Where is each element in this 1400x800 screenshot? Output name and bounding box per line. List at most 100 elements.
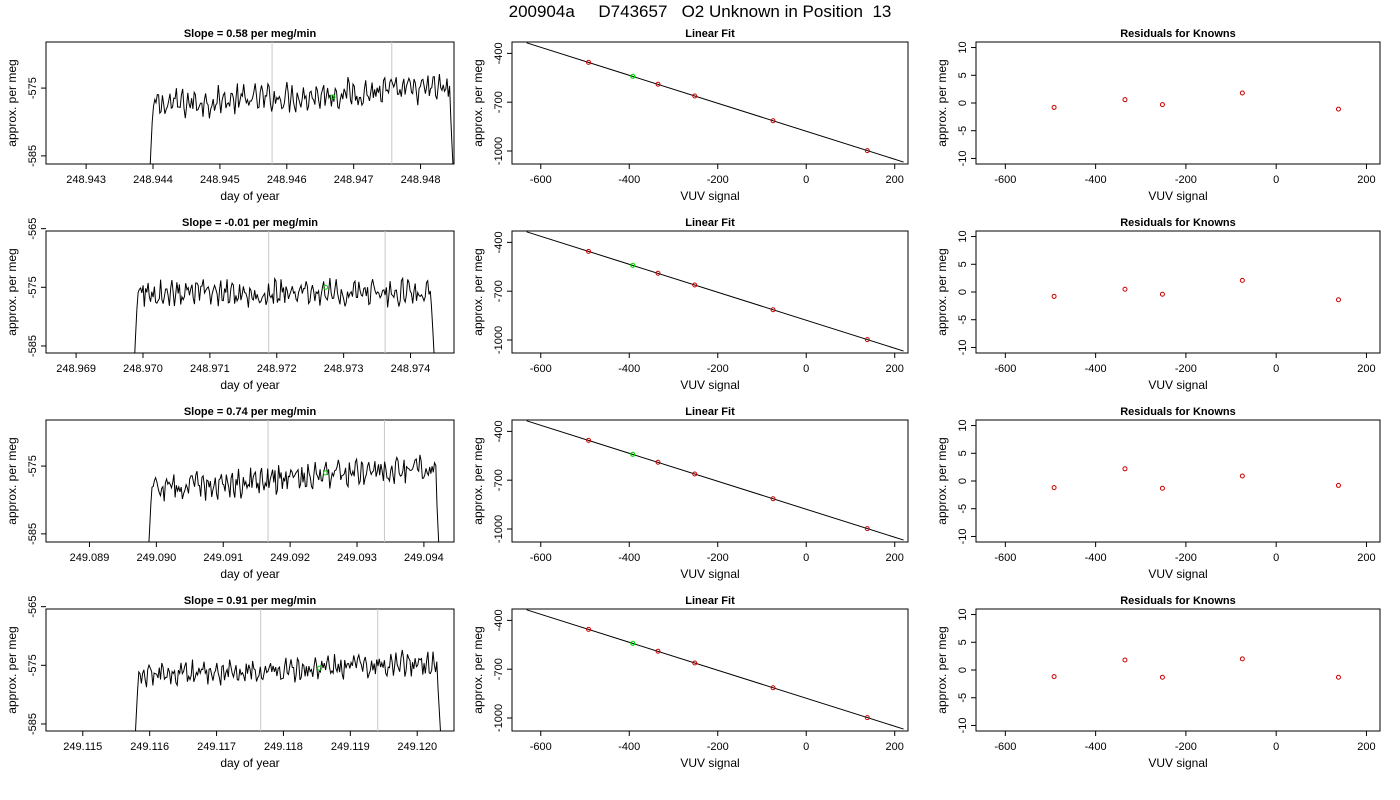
x-tick-label: 249.091 bbox=[203, 552, 243, 564]
trace-line bbox=[148, 454, 440, 542]
x-tick-label: -600 bbox=[994, 741, 1016, 753]
x-axis-label: day of year bbox=[220, 756, 279, 770]
fit-panel-1: Linear Fit -600 -400 -200 0 200 -400 -700 -1000 V… bbox=[471, 28, 909, 203]
x-tick-label: 200 bbox=[1357, 552, 1375, 564]
panel-title: Residuals for Knowns bbox=[1120, 406, 1236, 418]
known-point bbox=[692, 93, 698, 99]
x-tick-label: 0 bbox=[1273, 741, 1279, 753]
y-tick-label: -10 bbox=[957, 529, 969, 545]
x-tick-label: 249.116 bbox=[130, 741, 169, 753]
x-axis-label: VUV signal bbox=[1148, 189, 1207, 203]
y-tick-label: -565 bbox=[27, 218, 39, 240]
residual-point bbox=[1051, 104, 1057, 110]
y-tick-label: -1000 bbox=[493, 326, 505, 354]
x-tick-label: -400 bbox=[618, 552, 640, 564]
known-point bbox=[864, 337, 870, 343]
y-tick-label: 0 bbox=[957, 289, 969, 295]
known-point bbox=[586, 626, 592, 632]
residual-point bbox=[1335, 674, 1341, 680]
x-axis-label: day of year bbox=[220, 189, 279, 203]
x-tick-label: -400 bbox=[1085, 552, 1107, 564]
x-tick-label: 0 bbox=[1273, 363, 1279, 375]
trace-line bbox=[135, 649, 441, 731]
panel-title: Slope = 0.91 per meg/min bbox=[184, 595, 317, 607]
y-axis-label: approx. per meg bbox=[471, 626, 485, 713]
y-tick-label: -575 bbox=[27, 455, 39, 477]
residual-point bbox=[1122, 657, 1128, 663]
known-point bbox=[692, 660, 698, 666]
x-tick-label: -200 bbox=[1175, 741, 1197, 753]
y-axis-label: approx. per meg bbox=[471, 248, 485, 335]
y-tick-label: -585 bbox=[27, 523, 39, 545]
y-tick-label: -10 bbox=[957, 718, 969, 734]
x-tick-label: 248.947 bbox=[334, 174, 374, 186]
y-tick-label: -700 bbox=[493, 469, 505, 491]
y-tick-label: 0 bbox=[957, 667, 969, 673]
x-tick-label: -400 bbox=[1085, 174, 1107, 186]
known-point bbox=[655, 81, 661, 87]
x-axis-label: day of year bbox=[220, 567, 279, 581]
panel-title: Linear Fit bbox=[685, 406, 735, 418]
x-tick-label: 0 bbox=[1273, 174, 1279, 186]
x-tick-label: 200 bbox=[886, 174, 904, 186]
known-point bbox=[770, 496, 776, 502]
known-point bbox=[655, 270, 661, 276]
y-tick-label: -5 bbox=[957, 315, 969, 325]
x-axis-label: VUV signal bbox=[1148, 378, 1207, 392]
plot-frame bbox=[511, 230, 909, 354]
plot-frame bbox=[45, 41, 455, 165]
plot-area bbox=[1051, 466, 1341, 491]
panel-title: Linear Fit bbox=[685, 217, 735, 229]
y-tick-label: 10 bbox=[957, 608, 969, 620]
x-tick-label: 248.974 bbox=[391, 363, 431, 375]
y-tick-label: 10 bbox=[957, 230, 969, 242]
unknown-point bbox=[630, 451, 636, 457]
x-tick-label: 249.090 bbox=[136, 552, 176, 564]
x-tick-label: -200 bbox=[1175, 363, 1197, 375]
known-point bbox=[864, 526, 870, 532]
y-tick-label: -585 bbox=[27, 335, 39, 357]
residual-point bbox=[1239, 277, 1245, 283]
plot-frame bbox=[45, 419, 455, 543]
plot-area bbox=[149, 42, 454, 164]
y-tick-label: -10 bbox=[957, 340, 969, 356]
y-tick-label: -1000 bbox=[493, 137, 505, 165]
y-tick-label: -400 bbox=[493, 231, 505, 253]
x-tick-label: 249.119 bbox=[331, 741, 370, 753]
y-tick-label: 10 bbox=[957, 41, 969, 53]
plot-frame bbox=[45, 608, 455, 732]
x-tick-label: 249.093 bbox=[337, 552, 377, 564]
x-axis-label: VUV signal bbox=[680, 378, 739, 392]
residual-point bbox=[1159, 102, 1165, 108]
residual-point bbox=[1335, 106, 1341, 112]
x-axis-label: VUV signal bbox=[680, 567, 739, 581]
y-axis-label: approx. per meg bbox=[935, 626, 949, 713]
y-tick-label: -5 bbox=[957, 693, 969, 703]
fit-panel-3: Linear Fit -600 -400 -200 0 200 -400 -700 -1000 V… bbox=[471, 406, 909, 581]
y-tick-label: -400 bbox=[493, 42, 505, 64]
x-tick-label: -400 bbox=[618, 174, 640, 186]
x-tick-label: -600 bbox=[994, 363, 1016, 375]
y-tick-label: 0 bbox=[957, 100, 969, 106]
x-tick-label: -600 bbox=[994, 174, 1016, 186]
y-axis-label: approx. per meg bbox=[471, 437, 485, 524]
x-tick-label: 200 bbox=[1357, 363, 1375, 375]
x-tick-label: 249.117 bbox=[197, 741, 236, 753]
x-tick-label: 200 bbox=[886, 741, 904, 753]
x-tick-label: -400 bbox=[618, 363, 640, 375]
panel-title: Slope = -0.01 per meg/min bbox=[182, 217, 318, 229]
x-tick-label: 200 bbox=[886, 552, 904, 564]
x-tick-label: 248.946 bbox=[267, 174, 307, 186]
known-point bbox=[692, 471, 698, 477]
y-axis-label: approx. per meg bbox=[935, 248, 949, 335]
x-tick-label: -600 bbox=[530, 174, 552, 186]
y-tick-label: -5 bbox=[957, 504, 969, 514]
plot-area bbox=[1051, 90, 1341, 112]
residuals-panel-1: Residuals for Knowns -600 -400 -200 0 200 10 5 0… bbox=[935, 28, 1381, 203]
y-tick-label: -400 bbox=[493, 609, 505, 631]
x-tick-label: -400 bbox=[1085, 363, 1107, 375]
y-tick-label: -1000 bbox=[493, 704, 505, 732]
trace-panel-1: Slope = 0.58 per meg/min 248.943 248.944 24… bbox=[5, 28, 455, 203]
y-tick-label: 0 bbox=[957, 478, 969, 484]
panel-title: Residuals for Knowns bbox=[1120, 217, 1236, 229]
